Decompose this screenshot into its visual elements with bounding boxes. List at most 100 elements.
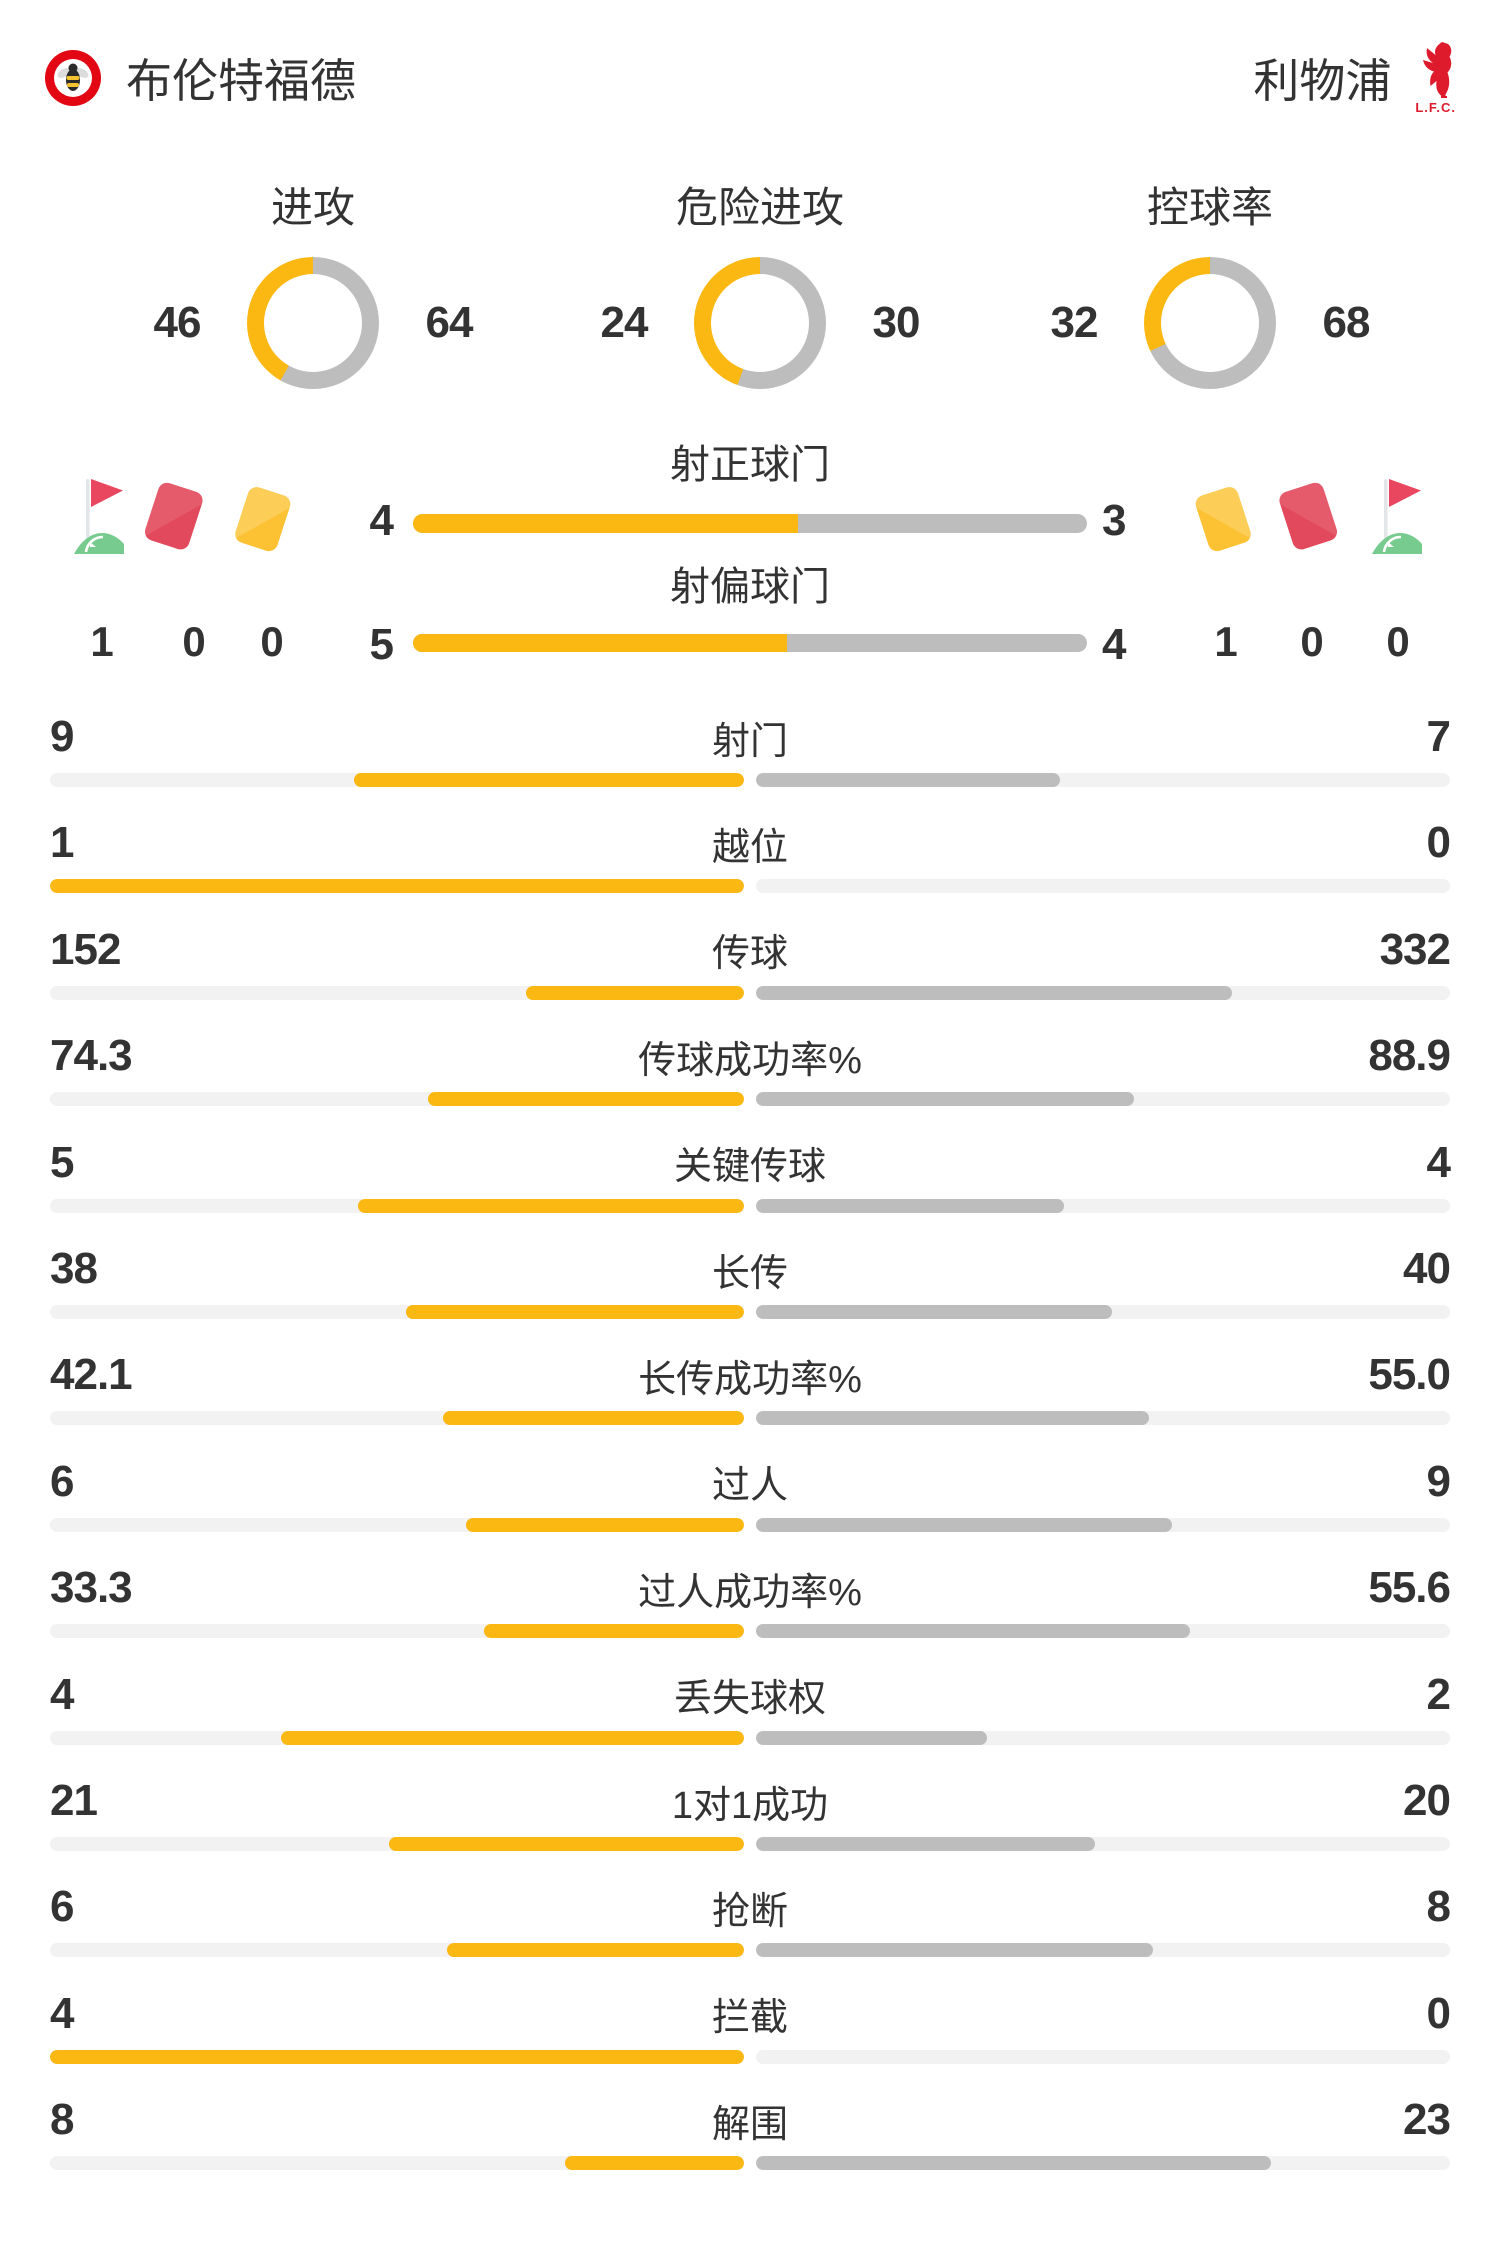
stat-row: 越位 1 0 xyxy=(0,806,1500,912)
stat-home-value: 152 xyxy=(50,924,121,974)
away-yellow-card-icon xyxy=(1191,482,1257,561)
stat-bar-home-fill xyxy=(484,1624,744,1639)
stat-label: 解围 xyxy=(711,2103,788,2146)
stat-bar-home-fill xyxy=(405,1305,744,1319)
stat-bar-away-track xyxy=(756,1624,1450,1639)
stat-row: 关键传球 5 4 xyxy=(0,1126,1500,1232)
stat-bar-away-fill xyxy=(756,1624,1191,1639)
stat-away-value: 0 xyxy=(1426,1988,1452,2038)
stat-bar-away-fill xyxy=(756,1305,1112,1319)
stat-bar-home-track xyxy=(50,985,744,1000)
stat-label: 越位 xyxy=(711,826,788,869)
stat-bar-away-track xyxy=(756,985,1450,1000)
momentum-donut-section: 进攻 46 64 危险进攻 24 30 控球率 32 68 xyxy=(0,168,1500,408)
stat-bar-home-fill xyxy=(50,879,744,894)
stat-bar-home-track xyxy=(50,2156,744,2171)
stat-away-value: 23 xyxy=(1403,2095,1451,2145)
away-corner-flag-icon xyxy=(1368,476,1426,567)
shots-discipline-section: 射正球门 射偏球门 xyxy=(0,420,1500,682)
donut-home-value: 46 xyxy=(153,298,202,347)
shots-off-target-label: 射偏球门 xyxy=(670,565,830,609)
stat-bar-away-fill xyxy=(756,985,1233,1000)
donut-home-value: 32 xyxy=(1050,298,1099,347)
stat-bar-home-fill xyxy=(564,2156,744,2171)
stat-row: 传球 152 332 xyxy=(0,913,1500,1019)
stat-home-value: 6 xyxy=(50,1456,75,1506)
stat-bar xyxy=(50,985,1450,1000)
stat-away-value: 7 xyxy=(1426,712,1452,761)
stat-bar xyxy=(50,1624,1450,1639)
stat-row: 传球成功率% 74.3 88.9 xyxy=(0,1019,1500,1125)
stat-row: 长传 38 40 xyxy=(0,1232,1500,1338)
stat-home-value: 8 xyxy=(50,2095,75,2145)
stat-bar xyxy=(50,1517,1450,1532)
stat-bar-away-fill xyxy=(756,773,1060,787)
stat-bar-home-fill xyxy=(353,773,744,787)
stat-away-value: 4 xyxy=(1426,1137,1452,1187)
stat-bar-away-fill xyxy=(756,1943,1153,1958)
donut-chart xyxy=(247,257,379,389)
home-red-card-icon xyxy=(139,478,208,559)
stat-label: 传球 xyxy=(711,933,788,976)
stat-row: 过人 6 9 xyxy=(0,1445,1500,1551)
stat-bar-away-track xyxy=(756,2049,1450,2064)
match-header: 布伦特福德 利物浦 L.F.C. xyxy=(44,36,1456,120)
stat-bar-away-track xyxy=(756,1943,1450,1958)
away-team-logo-icon: L.F.C. xyxy=(1415,41,1456,115)
donut-block: 进攻 46 64 xyxy=(63,168,563,389)
stat-bar xyxy=(50,1092,1450,1107)
stat-home-value: 6 xyxy=(50,1882,75,1932)
stat-row: 解围 8 23 xyxy=(0,2083,1500,2189)
shots-on-target-label: 射正球门 xyxy=(670,443,830,487)
away-red-card-icon xyxy=(1275,478,1344,559)
stat-away-value: 88.9 xyxy=(1368,1031,1451,1081)
donut-block: 危险进攻 24 30 xyxy=(510,168,1010,389)
stat-bar-home-fill xyxy=(446,1943,744,1958)
stat-home-value: 4 xyxy=(50,1669,75,1719)
stat-bar-away-track xyxy=(756,1517,1450,1532)
home-team[interactable]: 布伦特福德 xyxy=(44,45,356,111)
stat-bar-away-track xyxy=(756,1730,1450,1745)
home-corner-flag-icon xyxy=(70,476,128,567)
home-red-cards-count: 0 xyxy=(182,618,206,665)
stat-row: 抢断 6 8 xyxy=(0,1870,1500,1976)
stat-bar xyxy=(50,1943,1450,1958)
stat-bar xyxy=(50,879,1450,894)
home-yellow-cards-count: 0 xyxy=(260,618,284,665)
stat-label: 丢失球权 xyxy=(673,1678,826,1721)
stat-home-value: 9 xyxy=(50,712,75,761)
stat-home-value: 5 xyxy=(50,1137,75,1187)
home-corners-count: 1 xyxy=(90,618,114,665)
stat-bar-home-fill xyxy=(50,2049,744,2064)
stat-away-value: 55.6 xyxy=(1368,1563,1451,1613)
stat-bar-home-fill xyxy=(428,1092,744,1107)
stat-label: 长传成功率% xyxy=(638,1358,862,1401)
stat-bar xyxy=(50,1730,1450,1745)
stat-away-value: 0 xyxy=(1426,818,1452,868)
away-team[interactable]: 利物浦 L.F.C. xyxy=(1253,41,1456,115)
stat-home-value: 21 xyxy=(50,1776,98,1825)
stat-bar-home-track xyxy=(50,1837,744,1851)
stat-row: 长传成功率% 42.1 55.0 xyxy=(0,1338,1500,1444)
stat-bar-home-track xyxy=(50,1305,744,1319)
donut-away-value: 64 xyxy=(425,298,474,347)
stat-bar xyxy=(50,1837,1450,1851)
donut-label: 危险进攻 xyxy=(675,184,844,231)
stat-bar xyxy=(50,773,1450,787)
stat-home-value: 74.3 xyxy=(50,1031,133,1081)
stat-bar-away-fill xyxy=(756,1837,1095,1851)
donut-chart xyxy=(1144,257,1276,389)
stat-away-value: 332 xyxy=(1379,924,1451,974)
stat-label: 传球成功率% xyxy=(638,1039,862,1082)
stat-home-value: 1 xyxy=(50,818,75,868)
stat-home-value: 33.3 xyxy=(50,1563,133,1613)
stat-bar-home-fill xyxy=(466,1517,744,1532)
stat-bar xyxy=(50,1305,1450,1319)
stat-bar-home-track xyxy=(50,1730,744,1745)
donut-away-value: 30 xyxy=(872,298,921,347)
stat-bar-home-track xyxy=(50,879,744,894)
stat-row: 射门 9 7 xyxy=(0,700,1500,806)
stat-away-value: 8 xyxy=(1426,1882,1452,1932)
stat-label: 长传 xyxy=(711,1252,788,1295)
